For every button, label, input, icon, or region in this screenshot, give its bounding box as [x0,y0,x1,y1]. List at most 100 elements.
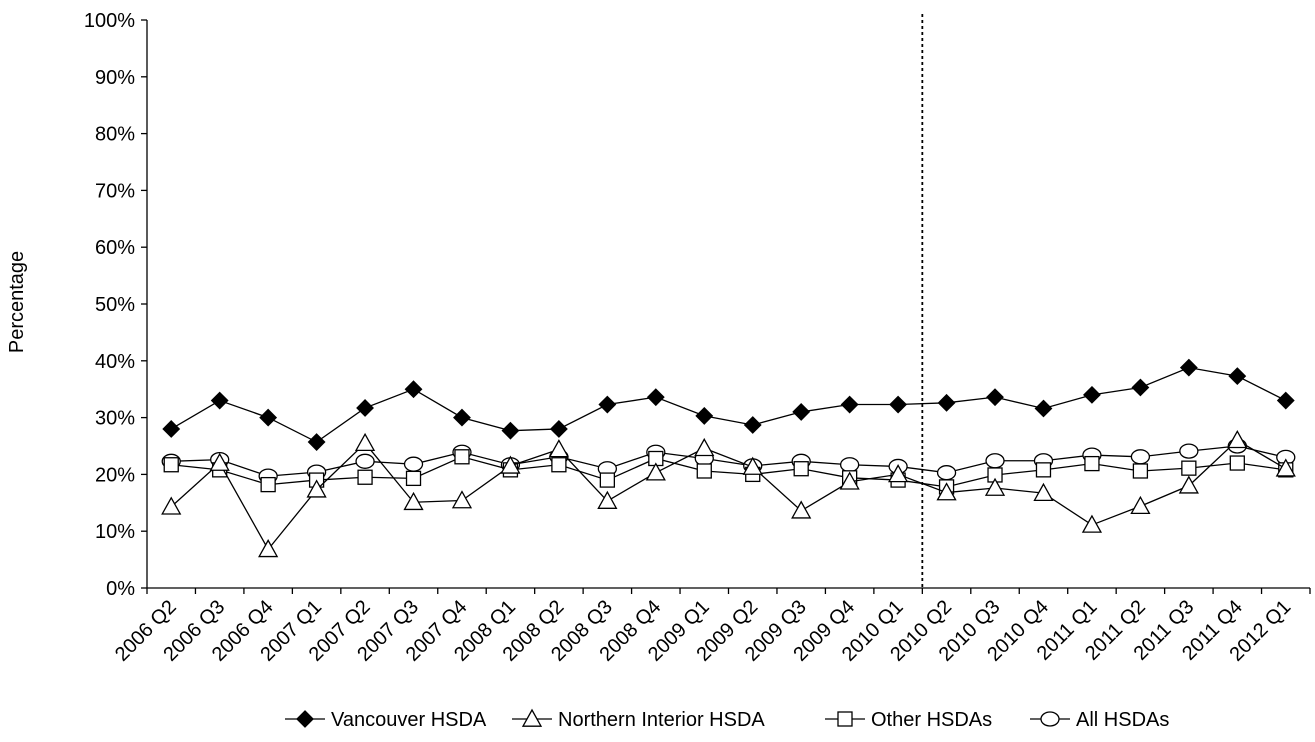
square-marker [1084,455,1100,472]
circle-marker [1130,449,1151,465]
diamond-marker [162,420,181,438]
diamond-marker [296,710,314,728]
square-marker [837,711,853,727]
triangle-marker [1275,458,1296,477]
circle-marker [355,453,375,469]
square-marker [793,461,809,477]
triangle-marker [936,482,957,501]
triangle-marker [984,477,1006,496]
square-marker [357,469,373,485]
diamond-marker [307,433,326,451]
series-northern-interior-hsda [161,429,1296,558]
triangle-marker [403,491,424,511]
legend-label: All HSDAs [1076,709,1169,731]
triangle-marker [209,452,230,471]
triangle-marker [742,456,763,475]
diamond-marker [889,395,908,414]
square-marker [696,463,712,479]
diamond-marker [695,406,714,425]
square-marker [1229,455,1245,471]
triangle-marker [1178,475,1199,494]
triangle-marker [521,708,543,727]
triangle-marker [258,539,279,558]
y-tick-label: 10% [95,521,135,543]
triangle-marker [645,462,666,481]
circle-marker [403,456,424,472]
diamond-marker [792,403,811,421]
series-line [170,439,1287,551]
series-all-hsdas [161,438,1296,484]
square-marker [551,457,567,473]
series-layer [161,358,1296,558]
diamond-marker [1131,378,1150,397]
diamond-marker [501,421,520,440]
y-tick-label: 20% [95,464,135,486]
diamond-marker [646,388,665,407]
legend: Vancouver HSDA Northern Interior HSDA Othe… [285,708,1169,731]
diamond-marker [840,395,859,414]
legend-label: Vancouver HSDA [331,709,487,731]
square-marker [163,457,179,473]
y-tick-label: 40% [95,351,135,373]
triangle-marker [161,496,182,515]
diamond-marker [937,393,956,412]
y-tick-label: 50% [95,294,135,316]
square-marker [405,470,422,487]
y-tick-label: 30% [95,408,135,430]
legend-label: Northern Interior HSDA [558,709,765,731]
diamond-marker [453,408,471,427]
square-marker [454,449,470,465]
triangle-marker [1227,429,1248,449]
legend-item: Other HSDAs [825,709,992,731]
y-tick-label: 90% [95,67,135,89]
series-line [171,445,1286,477]
triangle-marker [306,479,327,498]
circle-marker [1040,711,1060,727]
y-tick-label: 60% [95,237,135,259]
triangle-marker [500,455,521,474]
square-marker [1181,460,1197,476]
square-marker [599,472,616,488]
diamond-marker [1083,385,1101,404]
square-marker [1132,463,1149,479]
triangle-marker [451,490,473,509]
triangle-marker [1081,514,1103,533]
diamond-marker [1034,399,1053,418]
diamond-marker [986,388,1004,407]
y-tick-label: 70% [95,180,135,202]
diamond-marker [1228,367,1247,386]
diamond-marker [549,420,568,438]
legend-item: Vancouver HSDA [285,709,487,731]
diamond-marker [404,380,423,399]
diamond-marker [743,416,762,434]
diamond-marker [210,391,229,410]
triangle-marker [887,464,909,483]
circle-marker [839,457,860,473]
diamond-marker [259,408,278,427]
triangle-marker [548,439,570,458]
y-tick-label: 0% [106,578,135,600]
legend-item: Northern Interior HSDA [512,708,765,731]
axes-layer: 0% 10% 20% 30% 40% 50% 60% 70% 80% 90% 100% [84,10,1311,600]
series-line [170,366,1287,443]
series-line [171,456,1286,488]
legend-item: All HSDAs [1030,709,1169,731]
square-marker [1035,462,1052,478]
triangle-marker [694,437,715,457]
triangle-marker [354,432,376,452]
y-tick-label: 80% [95,124,135,146]
triangle-marker [1130,495,1151,515]
triangle-marker [597,490,618,509]
diamond-marker [598,395,617,414]
series-vancouver-hsda [162,358,1295,451]
triangle-marker [1033,482,1054,501]
y-tick-label: 100% [84,10,135,32]
circle-marker [1179,443,1199,459]
circle-marker [936,465,957,481]
diamond-marker [356,399,374,417]
circle-marker [985,453,1005,469]
triangle-marker [791,500,812,519]
diamond-marker [1179,358,1198,377]
square-marker [260,476,276,493]
